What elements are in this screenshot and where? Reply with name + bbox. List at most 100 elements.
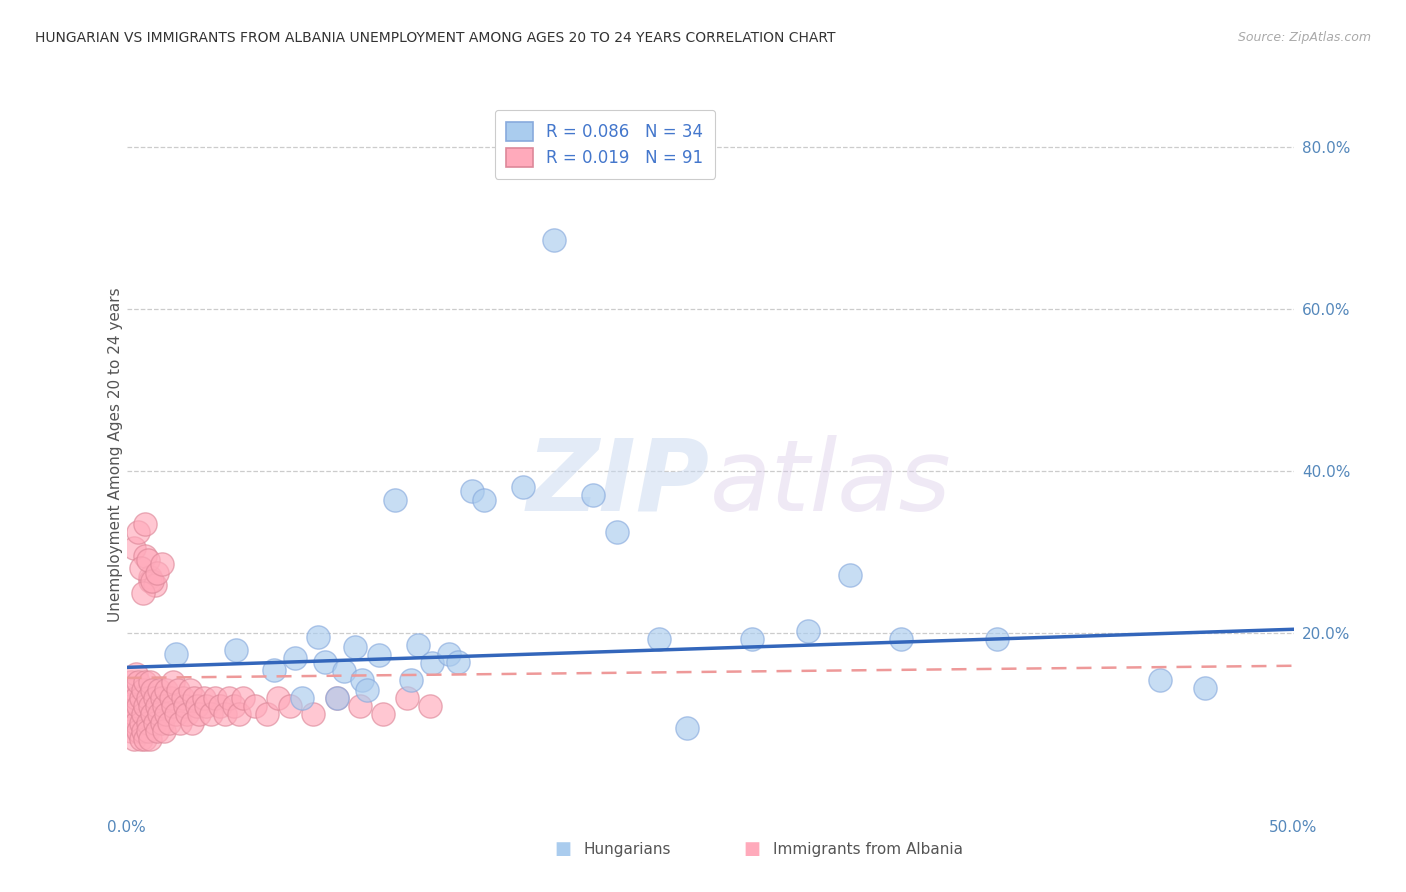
Point	[290, 691, 312, 706]
Point	[129, 715, 152, 730]
Point	[146, 566, 169, 580]
Point	[344, 640, 367, 654]
Point	[127, 524, 149, 539]
Point	[352, 673, 374, 687]
Point	[118, 715, 141, 730]
Text: ■: ■	[744, 840, 761, 858]
Point	[146, 699, 169, 714]
Point	[582, 488, 605, 502]
Point	[267, 691, 290, 706]
Point	[150, 715, 173, 730]
Point	[120, 675, 142, 690]
Point	[129, 731, 152, 746]
Point	[165, 647, 187, 661]
Point	[384, 492, 406, 507]
Point	[122, 683, 145, 698]
Point	[543, 233, 565, 247]
Point	[125, 715, 148, 730]
Point	[512, 480, 534, 494]
Point	[606, 524, 628, 539]
Point	[356, 683, 378, 698]
Point	[160, 691, 183, 706]
Point	[129, 691, 152, 706]
Point	[461, 484, 484, 499]
Point	[741, 632, 763, 646]
Point	[134, 699, 156, 714]
Point	[437, 647, 460, 661]
Point	[278, 699, 301, 714]
Point	[186, 699, 208, 714]
Point	[232, 691, 254, 706]
Point	[132, 586, 155, 600]
Text: HUNGARIAN VS IMMIGRANTS FROM ALBANIA UNEMPLOYMENT AMONG AGES 20 TO 24 YEARS CORR: HUNGARIAN VS IMMIGRANTS FROM ALBANIA UNE…	[35, 31, 835, 45]
Point	[180, 715, 202, 730]
Point	[367, 648, 389, 663]
Point	[139, 574, 162, 588]
Point	[134, 675, 156, 690]
Point	[132, 723, 155, 738]
Point	[150, 691, 173, 706]
Point	[148, 683, 170, 698]
Point	[1149, 673, 1171, 687]
Point	[986, 632, 1008, 646]
Point	[395, 691, 418, 706]
Point	[118, 691, 141, 706]
Point	[129, 561, 152, 575]
Point	[162, 675, 184, 690]
Point	[179, 683, 201, 698]
Point	[153, 699, 176, 714]
Text: Source: ZipAtlas.com: Source: ZipAtlas.com	[1237, 31, 1371, 45]
Point	[120, 699, 142, 714]
Point	[214, 707, 236, 722]
Point	[314, 655, 336, 669]
Point	[132, 683, 155, 698]
Point	[127, 723, 149, 738]
Point	[153, 723, 176, 738]
Point	[125, 666, 148, 681]
Point	[141, 574, 163, 588]
Point	[143, 715, 166, 730]
Point	[134, 549, 156, 564]
Text: Immigrants from Albania: Immigrants from Albania	[773, 842, 963, 856]
Point	[139, 699, 162, 714]
Point	[222, 699, 245, 714]
Point	[125, 691, 148, 706]
Text: ■: ■	[554, 840, 571, 858]
Point	[647, 632, 669, 646]
Text: Hungarians: Hungarians	[583, 842, 671, 856]
Legend: R = 0.086   N = 34, R = 0.019   N = 91: R = 0.086 N = 34, R = 0.019 N = 91	[495, 110, 716, 178]
Point	[325, 691, 347, 706]
Point	[420, 657, 443, 671]
Point	[218, 691, 240, 706]
Point	[132, 707, 155, 722]
Point	[127, 699, 149, 714]
Text: atlas: atlas	[710, 435, 952, 532]
Point	[243, 699, 266, 714]
Point	[167, 683, 190, 698]
Point	[136, 553, 159, 567]
Point	[150, 558, 173, 572]
Point	[143, 691, 166, 706]
Point	[120, 723, 142, 738]
Point	[401, 673, 423, 688]
Point	[307, 631, 329, 645]
Point	[134, 731, 156, 746]
Text: ZIP: ZIP	[527, 435, 710, 532]
Point	[169, 715, 191, 730]
Point	[447, 655, 470, 669]
Point	[408, 639, 430, 653]
Point	[148, 707, 170, 722]
Point	[165, 707, 187, 722]
Point	[890, 632, 912, 646]
Point	[162, 699, 184, 714]
Point	[141, 683, 163, 698]
Point	[839, 568, 862, 582]
Point	[127, 675, 149, 690]
Point	[122, 731, 145, 746]
Point	[141, 707, 163, 722]
Point	[172, 691, 194, 706]
Point	[183, 691, 205, 706]
Point	[208, 699, 231, 714]
Point	[136, 723, 159, 738]
Y-axis label: Unemployment Among Ages 20 to 24 years: Unemployment Among Ages 20 to 24 years	[108, 287, 122, 623]
